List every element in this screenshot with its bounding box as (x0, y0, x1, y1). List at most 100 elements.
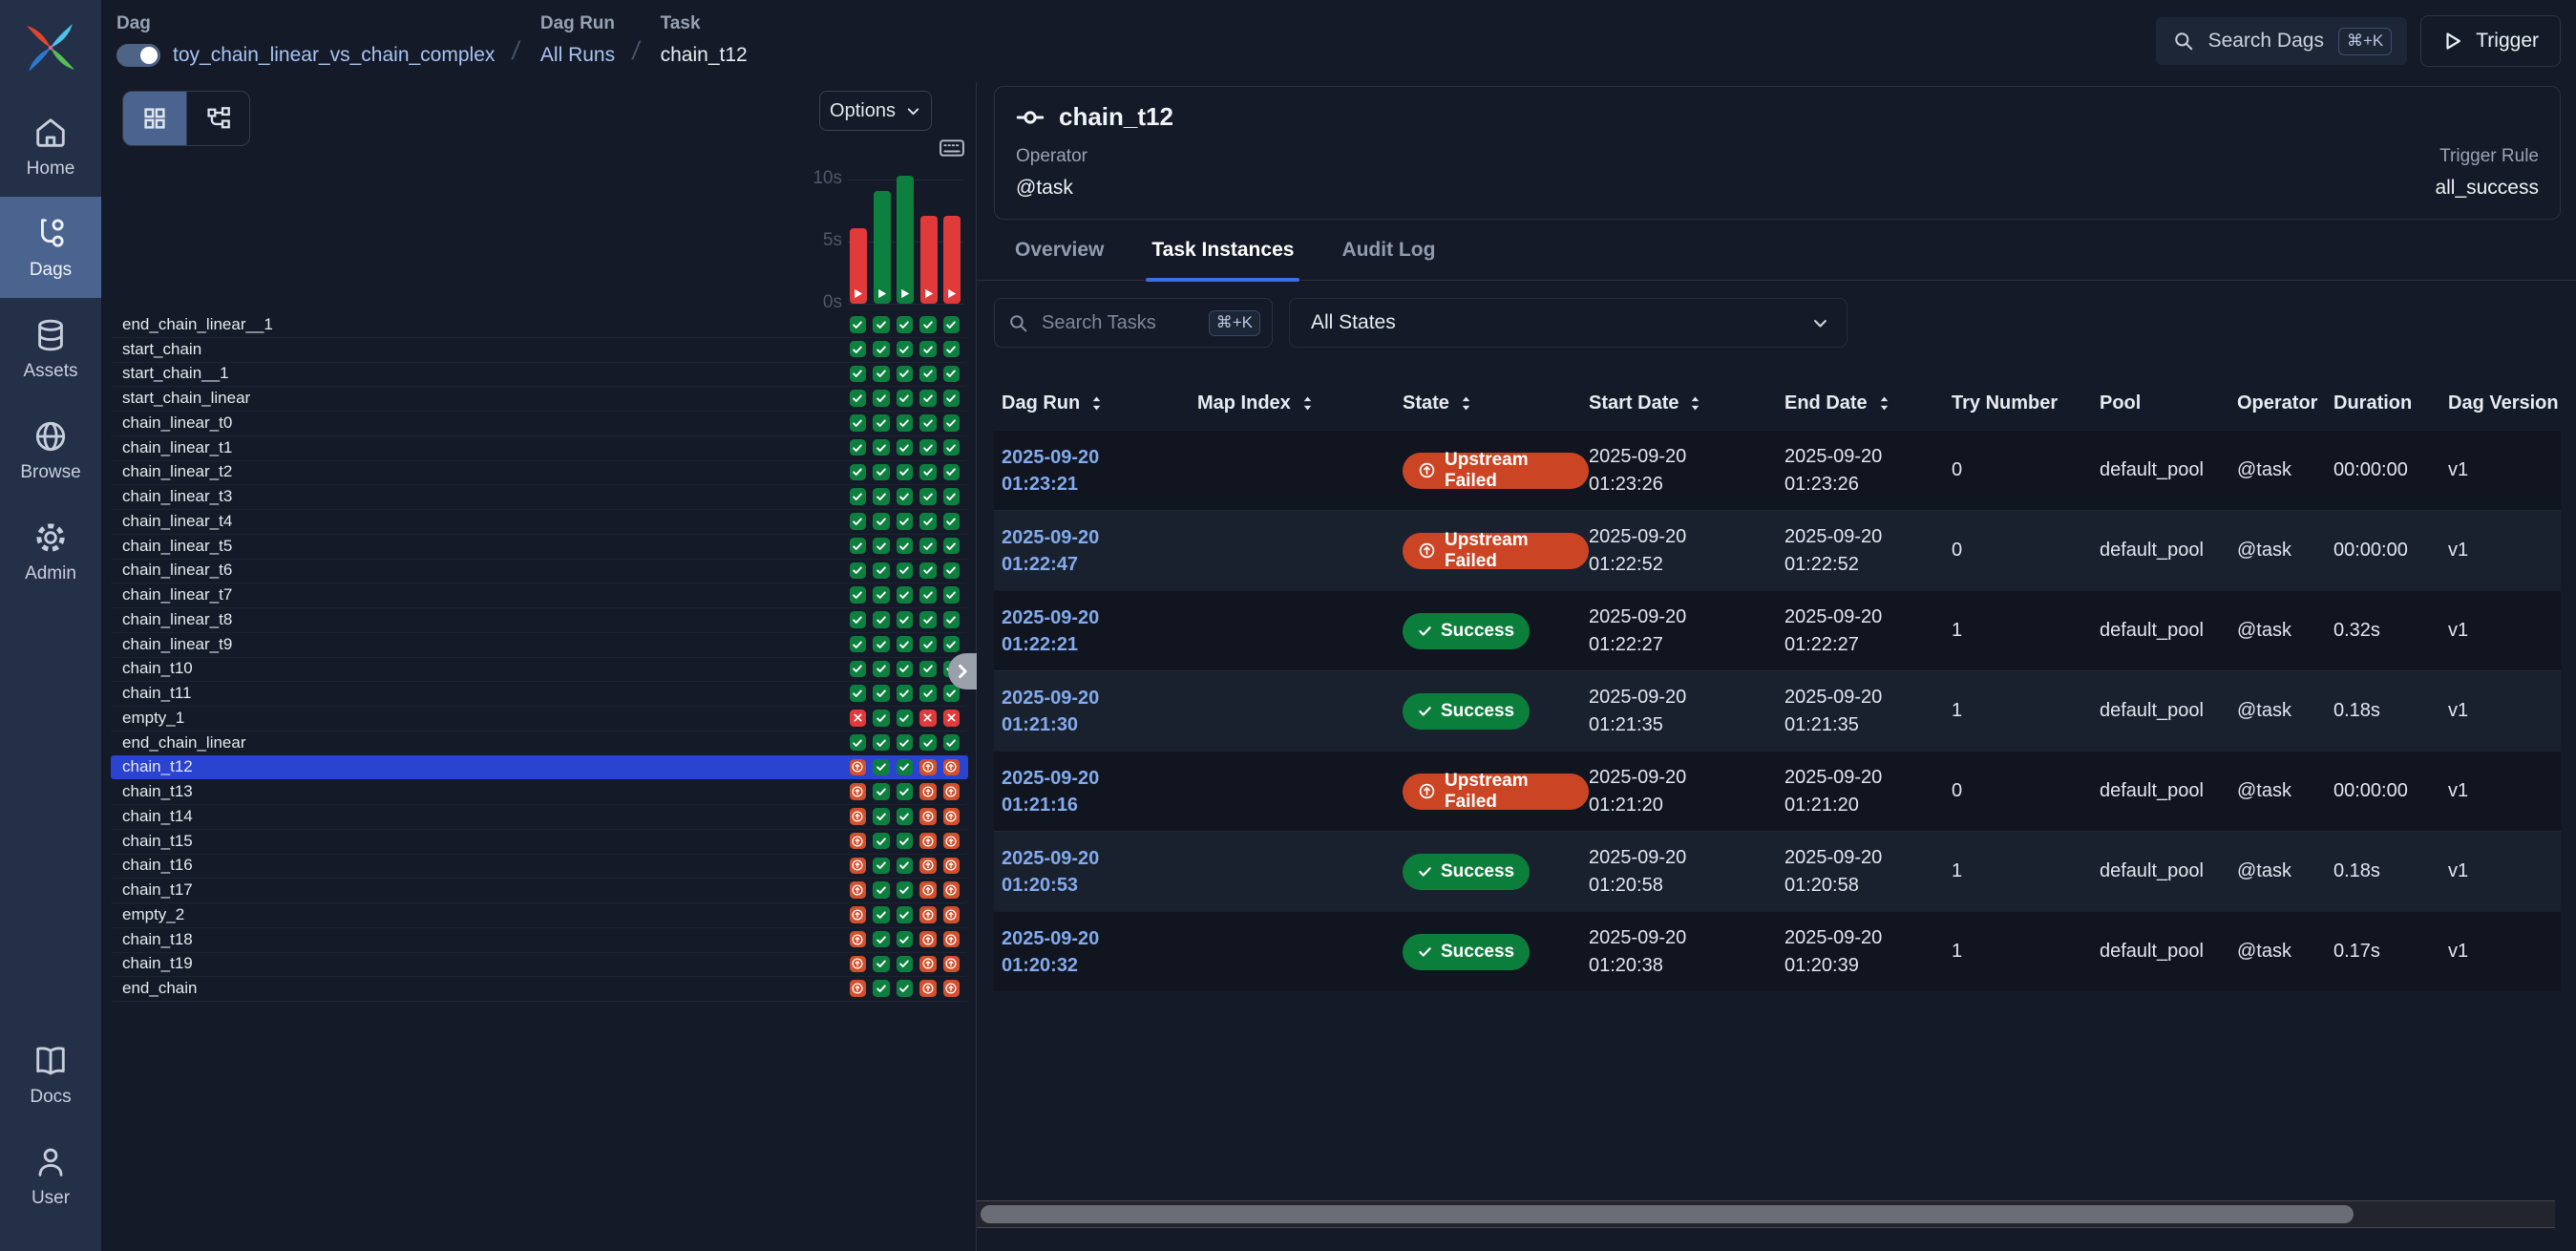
task-instance-square-success[interactable] (873, 661, 890, 678)
task-instance-square-upstream_failed[interactable] (850, 833, 867, 850)
task-instance-square-success[interactable] (873, 956, 890, 973)
task-instance-square-failed[interactable] (943, 710, 961, 727)
task-row[interactable]: chain_linear_t8 (111, 607, 968, 632)
task-instance-square-upstream_failed[interactable] (943, 881, 961, 899)
task-instance-square-upstream_failed[interactable] (850, 881, 867, 899)
task-instance-square-upstream_failed[interactable] (850, 931, 867, 948)
search-dags-button[interactable]: Search Dags ⌘+K (2156, 17, 2408, 65)
task-instance-square-upstream_failed[interactable] (919, 980, 937, 997)
task-instance-square-success[interactable] (897, 488, 914, 505)
dag-run-bar[interactable] (874, 191, 891, 304)
task-instance-square-success[interactable] (897, 783, 914, 800)
task-instance-square-success[interactable] (919, 390, 937, 407)
task-instance-square-success[interactable] (919, 488, 937, 505)
task-instance-square-success[interactable] (873, 906, 890, 923)
task-instance-square-success[interactable] (919, 586, 937, 604)
task-instance-square-upstream_failed[interactable] (919, 956, 937, 973)
task-row[interactable]: chain_t15 (111, 829, 968, 854)
task-instance-square-success[interactable] (850, 488, 867, 505)
task-instance-square-success[interactable] (919, 636, 937, 653)
dag-name-link[interactable]: toy_chain_linear_vs_chain_complex (173, 44, 495, 67)
sidebar-item-assets[interactable]: Assets (0, 298, 101, 399)
task-instance-square-success[interactable] (873, 783, 890, 800)
task-instance-square-upstream_failed[interactable] (943, 906, 961, 923)
sidebar-item-home[interactable]: Home (0, 95, 101, 197)
task-instance-square-success[interactable] (850, 439, 867, 456)
task-row[interactable]: chain_t14 (111, 804, 968, 829)
horizontal-scrollbar[interactable] (977, 1200, 2555, 1228)
graph-view-button[interactable] (186, 92, 249, 145)
grid-view-button[interactable] (123, 92, 186, 145)
task-instance-square-upstream_failed[interactable] (850, 759, 867, 776)
task-instance-square-upstream_failed[interactable] (850, 906, 867, 923)
task-instance-square-success[interactable] (873, 390, 890, 407)
task-row[interactable]: start_chain__1 (111, 362, 968, 387)
task-instance-square-success[interactable] (943, 538, 961, 555)
tab-overview[interactable]: Overview (1015, 220, 1104, 280)
dag-run-link[interactable]: 2025-09-2001:20:32 (1002, 925, 1197, 979)
tab-task-instances[interactable]: Task Instances (1151, 220, 1294, 280)
task-instance-square-success[interactable] (873, 341, 890, 358)
task-row[interactable]: chain_t17 (111, 878, 968, 902)
task-instance-square-success[interactable] (873, 464, 890, 481)
task-instance-square-success[interactable] (850, 661, 867, 678)
task-instance-square-success[interactable] (850, 636, 867, 653)
task-instance-square-upstream_failed[interactable] (919, 906, 937, 923)
column-header-map-index[interactable]: Map Index (1197, 392, 1403, 414)
dag-run-link[interactable]: 2025-09-2001:20:53 (1002, 845, 1197, 899)
task-row[interactable]: end_chain_linear__1 (111, 312, 968, 337)
task-instance-square-success[interactable] (850, 341, 867, 358)
column-header-start-date[interactable]: Start Date (1589, 392, 1784, 414)
dag-run-bar[interactable] (920, 216, 938, 304)
task-instance-square-success[interactable] (873, 833, 890, 850)
task-instance-square-success[interactable] (850, 464, 867, 481)
task-instance-square-success[interactable] (897, 956, 914, 973)
task-instance-square-success[interactable] (897, 685, 914, 702)
task-instance-square-upstream_failed[interactable] (850, 956, 867, 973)
task-instance-square-success[interactable] (919, 341, 937, 358)
task-instance-square-success[interactable] (943, 685, 961, 702)
dag-run-link[interactable]: 2025-09-2001:23:21 (1002, 444, 1197, 498)
task-row[interactable]: start_chain (111, 337, 968, 362)
task-instance-square-success[interactable] (873, 586, 890, 604)
task-instance-square-upstream_failed[interactable] (919, 881, 937, 899)
task-instance-square-upstream_failed[interactable] (943, 931, 961, 948)
task-instance-square-success[interactable] (943, 341, 961, 358)
task-row[interactable]: chain_linear_t7 (111, 583, 968, 607)
task-instance-square-success[interactable] (919, 562, 937, 580)
column-header-dag-run[interactable]: Dag Run (1002, 392, 1197, 414)
task-instance-square-success[interactable] (873, 710, 890, 727)
task-row[interactable]: chain_linear_t5 (111, 534, 968, 559)
task-instance-square-success[interactable] (897, 931, 914, 948)
task-instance-square-success[interactable] (897, 538, 914, 555)
task-instance-square-success[interactable] (873, 414, 890, 432)
task-instance-square-success[interactable] (850, 562, 867, 580)
task-row[interactable]: empty_1 (111, 706, 968, 731)
task-instance-square-success[interactable] (873, 538, 890, 555)
task-instance-square-success[interactable] (919, 661, 937, 678)
task-instance-square-success[interactable] (943, 636, 961, 653)
task-row[interactable]: end_chain_linear (111, 731, 968, 755)
task-instance-row[interactable]: 2025-09-2001:22:21 Success 2025-09-2001:… (994, 590, 2561, 670)
task-instance-square-failed[interactable] (850, 710, 867, 727)
task-row[interactable]: chain_t11 (111, 681, 968, 706)
task-instance-square-success[interactable] (897, 390, 914, 407)
task-instance-square-success[interactable] (897, 316, 914, 333)
task-row[interactable]: chain_t19 (111, 952, 968, 977)
task-instance-square-upstream_failed[interactable] (919, 808, 937, 825)
task-instance-square-upstream_failed[interactable] (919, 931, 937, 948)
keyboard-shortcuts-icon[interactable] (939, 135, 965, 166)
task-instance-row[interactable]: 2025-09-2001:22:47 Upstream Failed 2025-… (994, 510, 2561, 590)
task-instance-square-success[interactable] (873, 881, 890, 899)
options-button[interactable]: Options (819, 91, 932, 131)
task-instance-square-success[interactable] (873, 980, 890, 997)
task-row[interactable]: chain_t18 (111, 927, 968, 952)
task-row[interactable]: chain_linear_t2 (111, 460, 968, 485)
task-instance-square-success[interactable] (850, 513, 867, 530)
task-instance-square-success[interactable] (850, 611, 867, 628)
task-row[interactable]: chain_linear_t3 (111, 484, 968, 509)
task-instance-square-success[interactable] (943, 366, 961, 383)
trigger-button[interactable]: Trigger (2420, 15, 2561, 67)
task-instance-square-success[interactable] (897, 439, 914, 456)
task-instance-square-success[interactable] (897, 586, 914, 604)
